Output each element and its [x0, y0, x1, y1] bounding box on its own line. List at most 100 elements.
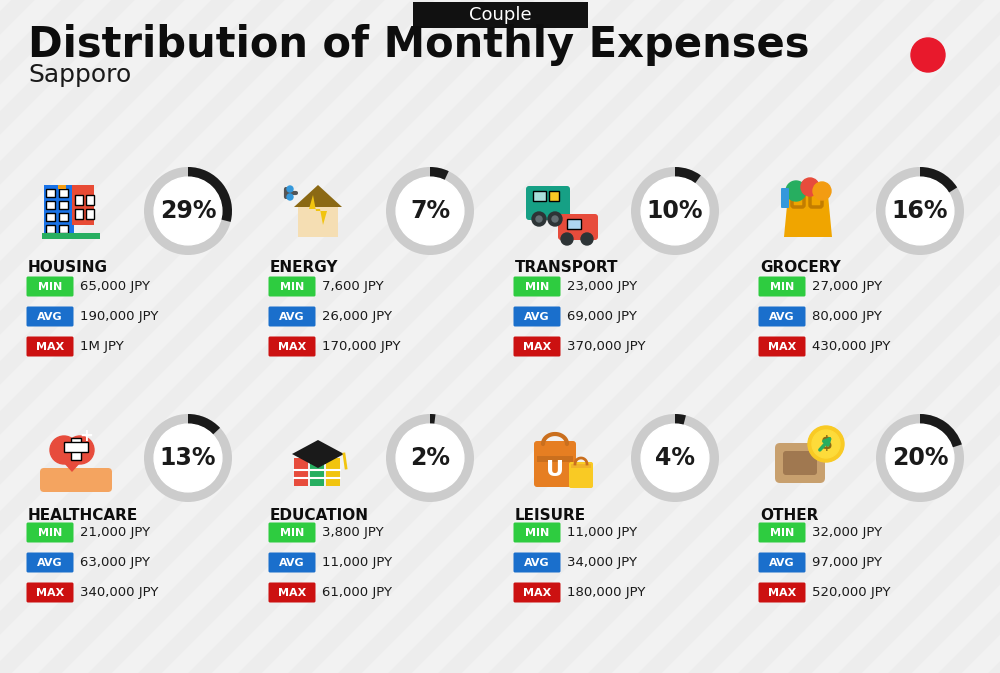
Text: 370,000 JPY: 370,000 JPY — [567, 340, 646, 353]
FancyBboxPatch shape — [46, 225, 55, 233]
Text: AVG: AVG — [769, 312, 795, 322]
FancyBboxPatch shape — [514, 336, 560, 357]
Circle shape — [287, 194, 293, 200]
Text: 26,000 JPY: 26,000 JPY — [322, 310, 392, 323]
Text: +: + — [79, 427, 93, 445]
Text: AVG: AVG — [37, 312, 63, 322]
FancyBboxPatch shape — [64, 442, 88, 452]
Wedge shape — [188, 167, 232, 222]
FancyBboxPatch shape — [26, 583, 74, 602]
Text: 34,000 JPY: 34,000 JPY — [567, 556, 637, 569]
FancyBboxPatch shape — [759, 336, 806, 357]
Text: Sapporo: Sapporo — [28, 63, 131, 87]
Text: 11,000 JPY: 11,000 JPY — [567, 526, 637, 539]
FancyBboxPatch shape — [26, 277, 74, 297]
FancyBboxPatch shape — [783, 451, 817, 475]
Circle shape — [808, 426, 844, 462]
Text: 11,000 JPY: 11,000 JPY — [322, 556, 392, 569]
FancyBboxPatch shape — [59, 225, 68, 233]
FancyBboxPatch shape — [533, 191, 546, 201]
Text: LEISURE: LEISURE — [515, 507, 586, 522]
Text: MAX: MAX — [36, 588, 64, 598]
Text: MAX: MAX — [278, 588, 306, 598]
Circle shape — [536, 216, 542, 222]
FancyBboxPatch shape — [514, 277, 560, 297]
Text: MIN: MIN — [525, 281, 549, 291]
FancyBboxPatch shape — [759, 522, 806, 542]
Circle shape — [911, 38, 945, 72]
FancyBboxPatch shape — [571, 464, 591, 468]
Text: ENERGY: ENERGY — [270, 260, 338, 275]
Wedge shape — [876, 167, 964, 255]
Text: 430,000 JPY: 430,000 JPY — [812, 340, 890, 353]
Circle shape — [66, 436, 94, 464]
Circle shape — [886, 424, 954, 492]
FancyBboxPatch shape — [514, 306, 560, 326]
Circle shape — [561, 233, 573, 245]
Text: MIN: MIN — [38, 281, 62, 291]
FancyBboxPatch shape — [75, 195, 83, 205]
FancyBboxPatch shape — [549, 191, 559, 201]
Wedge shape — [675, 167, 701, 184]
Text: 10%: 10% — [647, 199, 703, 223]
FancyBboxPatch shape — [75, 209, 83, 219]
Circle shape — [886, 177, 954, 245]
Text: MAX: MAX — [278, 341, 306, 351]
FancyBboxPatch shape — [46, 213, 55, 221]
Polygon shape — [294, 185, 342, 207]
Text: 520,000 JPY: 520,000 JPY — [812, 586, 891, 599]
Text: U: U — [546, 460, 564, 480]
Text: 2%: 2% — [410, 446, 450, 470]
FancyBboxPatch shape — [268, 306, 316, 326]
Text: 61,000 JPY: 61,000 JPY — [322, 586, 392, 599]
FancyBboxPatch shape — [514, 553, 560, 573]
Text: HOUSING: HOUSING — [28, 260, 108, 275]
Text: 7,600 JPY: 7,600 JPY — [322, 280, 384, 293]
Text: Couple: Couple — [469, 6, 531, 24]
Circle shape — [287, 186, 293, 192]
FancyBboxPatch shape — [775, 443, 825, 483]
FancyBboxPatch shape — [42, 233, 100, 239]
FancyBboxPatch shape — [534, 441, 576, 487]
Wedge shape — [430, 167, 449, 180]
FancyBboxPatch shape — [59, 213, 68, 221]
Text: GROCERY: GROCERY — [760, 260, 841, 275]
Text: 7%: 7% — [410, 199, 450, 223]
Circle shape — [812, 430, 840, 458]
FancyBboxPatch shape — [40, 468, 112, 492]
Wedge shape — [144, 167, 232, 255]
Circle shape — [548, 212, 562, 226]
Text: 97,000 JPY: 97,000 JPY — [812, 556, 882, 569]
FancyBboxPatch shape — [268, 277, 316, 297]
Text: MIN: MIN — [770, 281, 794, 291]
Text: 20%: 20% — [892, 446, 948, 470]
Wedge shape — [430, 414, 436, 425]
Circle shape — [50, 436, 78, 464]
Text: 3,800 JPY: 3,800 JPY — [322, 526, 384, 539]
FancyBboxPatch shape — [268, 583, 316, 602]
FancyBboxPatch shape — [759, 583, 806, 602]
Text: 190,000 JPY: 190,000 JPY — [80, 310, 158, 323]
Text: MAX: MAX — [523, 588, 551, 598]
Text: MIN: MIN — [525, 528, 549, 538]
Circle shape — [154, 424, 222, 492]
Circle shape — [154, 177, 222, 245]
FancyBboxPatch shape — [569, 462, 593, 488]
Circle shape — [641, 177, 709, 245]
Wedge shape — [876, 414, 964, 502]
FancyBboxPatch shape — [514, 583, 560, 602]
Text: MAX: MAX — [768, 588, 796, 598]
Text: MIN: MIN — [280, 528, 304, 538]
Text: 80,000 JPY: 80,000 JPY — [812, 310, 882, 323]
Wedge shape — [631, 414, 719, 502]
FancyBboxPatch shape — [537, 456, 573, 462]
Text: 1M JPY: 1M JPY — [80, 340, 124, 353]
FancyBboxPatch shape — [59, 189, 68, 197]
FancyBboxPatch shape — [310, 458, 324, 486]
Text: AVG: AVG — [279, 557, 305, 567]
Text: 4%: 4% — [655, 446, 695, 470]
Wedge shape — [386, 414, 474, 502]
Text: TRANSPORT: TRANSPORT — [515, 260, 618, 275]
Text: AVG: AVG — [524, 557, 550, 567]
FancyBboxPatch shape — [298, 207, 338, 237]
